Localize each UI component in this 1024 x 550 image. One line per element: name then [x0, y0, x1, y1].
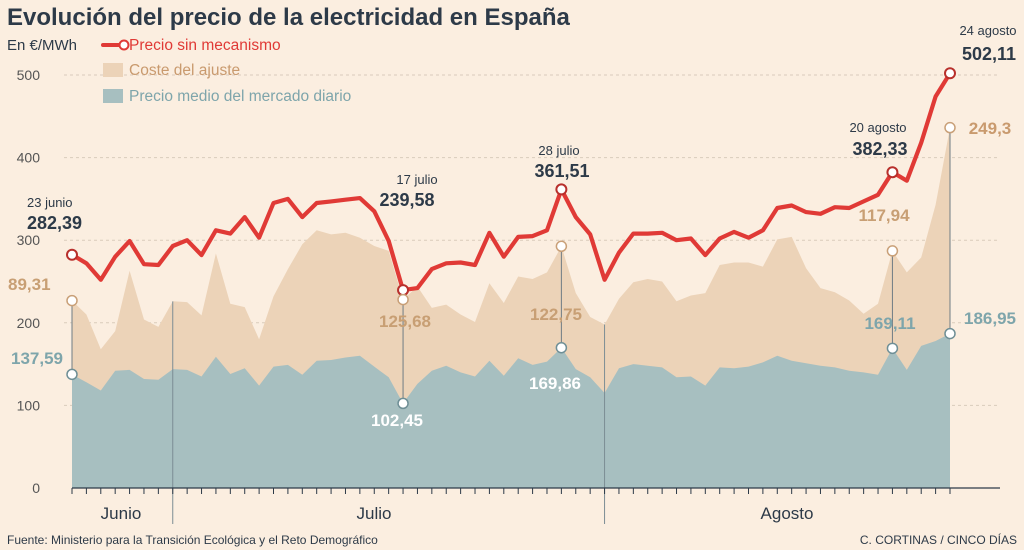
coste-point: [555, 240, 568, 253]
annotation-coste-value: 89,31: [8, 275, 51, 294]
annotation-coste-value: 122,75: [530, 305, 582, 324]
annotation-precio-value: 502,11: [962, 44, 1016, 64]
precio-point: [886, 166, 899, 179]
legend-coste-swatch: [103, 63, 123, 77]
precio-sin-mecanismo-line: [69, 71, 953, 293]
legend-precio-marker: [118, 39, 130, 51]
precio-point: [397, 284, 410, 297]
annotation-date: 24 agosto: [959, 23, 1016, 38]
legend-mercado-swatch: [103, 89, 123, 103]
legend-mercado-label: Precio medio del mercado diario: [129, 88, 351, 105]
precio-point: [66, 248, 78, 261]
coste-point: [944, 121, 956, 134]
legend: Precio sin mecanismo Coste del ajuste Pr…: [101, 37, 351, 105]
annotation-mercado-value: 137,59: [11, 349, 63, 368]
y-tick-label: 400: [17, 150, 41, 166]
annotation-precio-value: 282,39: [27, 213, 82, 233]
mercado-point: [66, 368, 78, 381]
mercado-point: [555, 341, 568, 354]
credit: C. CORTINAS / CINCO DÍAS: [860, 532, 1017, 547]
y-axis-ticks: 0 100 200 300 400 500: [17, 67, 41, 496]
mercado-point: [886, 342, 899, 355]
y-tick-label: 100: [17, 397, 41, 413]
precio-medio-mercado-area: [72, 333, 950, 488]
annotation-coste-value: 117,94: [858, 206, 910, 225]
source-note: Fuente: Ministerio para la Transición Ec…: [7, 533, 378, 547]
annotation-lines: [71, 127, 951, 404]
legend-precio-label: Precio sin mecanismo: [129, 37, 281, 54]
month-label: Junio: [101, 504, 142, 523]
month-label: Julio: [357, 504, 392, 523]
mercado-point: [944, 327, 956, 340]
annotation-date: 20 agosto: [849, 120, 906, 135]
y-tick-label: 200: [17, 315, 41, 331]
y-tick-label: 300: [17, 232, 41, 248]
annotation-date: 17 julio: [396, 172, 437, 187]
annotation-coste-value: 125,68: [379, 312, 431, 331]
month-label: Agosto: [761, 504, 814, 523]
data-points: [66, 67, 956, 410]
annotation-mercado-value: 186,95: [964, 309, 1016, 328]
annotation-mercado-value: 169,11: [864, 314, 915, 333]
precio-point: [555, 183, 568, 196]
precio-point: [944, 67, 956, 80]
annotation-mercado-value: 102,45: [371, 411, 423, 430]
coste-point: [886, 245, 899, 257]
annotation-mercado-value: 169,86: [529, 374, 581, 393]
annotation-coste-value: 249,3: [969, 119, 1012, 138]
coste-point: [66, 294, 78, 307]
y-tick-label: 500: [17, 67, 41, 83]
annotations: 23 junio 282,39 89,31 137,59 17 julio 239,58 1…: [8, 23, 1017, 430]
coste-point: [397, 293, 409, 306]
chart-title: Evolución del precio de la electricidad …: [7, 4, 571, 31]
y-axis-unit: En €/MWh: [7, 37, 77, 54]
y-tick-label: 0: [32, 480, 40, 496]
annotation-date: 23 junio: [27, 195, 73, 210]
legend-coste-label: Coste del ajuste: [129, 62, 240, 79]
annotation-precio-value: 361,51: [534, 161, 589, 181]
annotation-precio-value: 382,33: [852, 139, 907, 159]
x-axis: Junio Julio Agosto: [71, 487, 1000, 523]
mercado-point: [397, 397, 409, 410]
annotation-precio-value: 239,58: [379, 190, 434, 210]
annotation-date: 28 julio: [538, 143, 579, 158]
